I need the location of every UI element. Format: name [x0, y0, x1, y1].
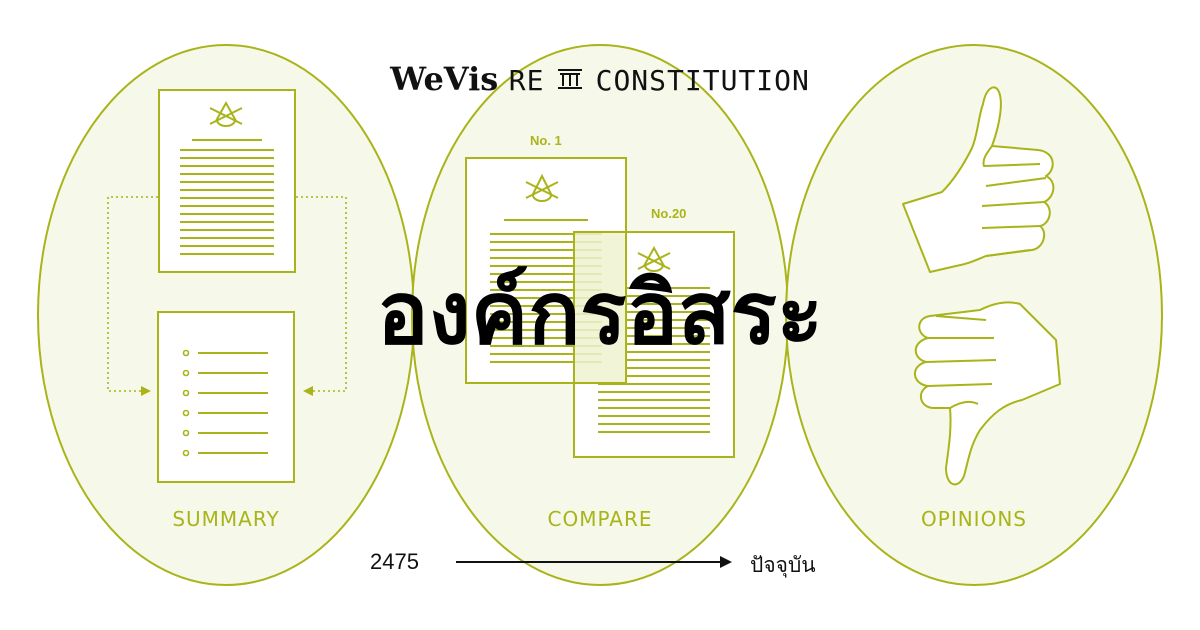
timeline-arrow — [456, 556, 732, 568]
page-title: องค์กรอิสระ — [377, 264, 823, 364]
seal-icon — [209, 100, 243, 127]
stacked-documents-icon — [465, 157, 735, 458]
doc-label-no20: No.20 — [651, 206, 687, 221]
timeline-end-label: ปัจจุบัน — [750, 553, 816, 577]
brand-re: RE — [508, 64, 545, 97]
thumbs-down-icon — [914, 301, 1061, 486]
section-label-compare[interactable]: COMPARE — [547, 507, 653, 531]
brand-logo[interactable]: WeVis RE CONSTITUTION — [0, 60, 1200, 98]
thumbs-up-icon — [902, 86, 1055, 273]
pillar-icon — [558, 69, 583, 89]
brand-title: CONSTITUTION — [595, 64, 810, 97]
doc-label-no1: No. 1 — [530, 133, 562, 148]
document-with-seal-icon — [158, 89, 296, 273]
arrow-left-icon — [303, 386, 313, 396]
timeline-start-year: 2475 — [370, 549, 419, 574]
connector-arrows — [107, 196, 347, 392]
wevis-logo: WeVis — [390, 60, 499, 98]
section-label-summary[interactable]: SUMMARY — [172, 507, 280, 531]
bullet-list-document-icon — [157, 311, 295, 483]
arrow-right-icon — [141, 386, 151, 396]
section-label-opinions[interactable]: OPINIONS — [921, 507, 1027, 531]
